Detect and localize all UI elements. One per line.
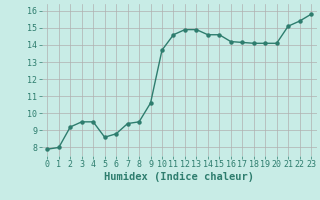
X-axis label: Humidex (Indice chaleur): Humidex (Indice chaleur) [104,172,254,182]
